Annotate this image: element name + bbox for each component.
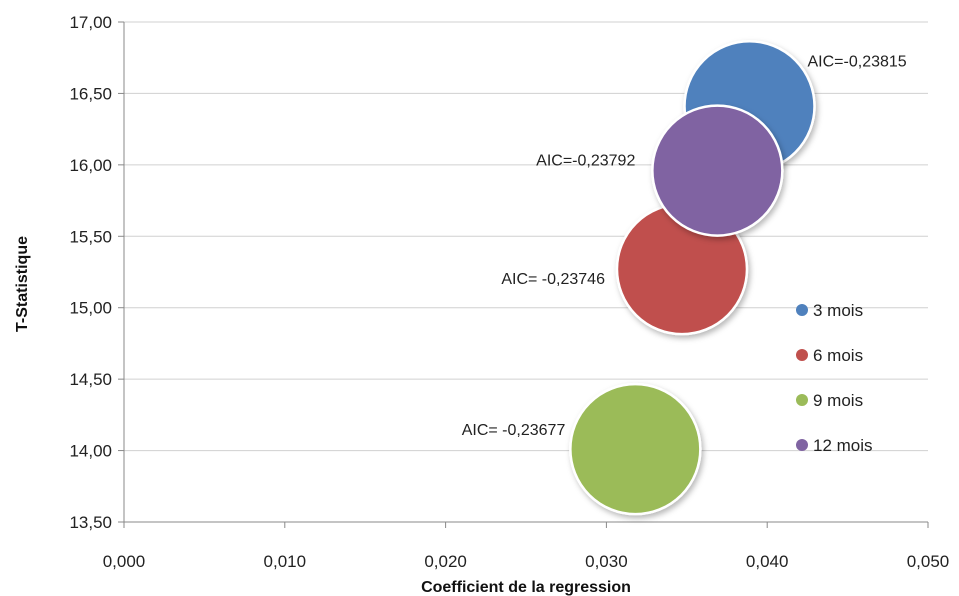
bubble-12-mois xyxy=(652,106,782,236)
legend-label-6-mois: 6 mois xyxy=(813,346,863,365)
y-tick-label: 15,50 xyxy=(69,227,112,246)
bubble-label-12-mois: AIC=-0,23792 xyxy=(536,153,635,170)
bubbles xyxy=(570,41,814,514)
legend-label-9-mois: 9 mois xyxy=(813,391,863,410)
legend-label-12-mois: 12 mois xyxy=(813,436,873,455)
legend-marker-12-mois xyxy=(796,439,808,451)
y-tick-label: 13,50 xyxy=(69,513,112,532)
axes: 13,50 14,00 14,50 15,00 15,50 16,00 16,50 17,00… xyxy=(69,13,949,571)
y-tick-label: 17,00 xyxy=(69,13,112,32)
x-axis-title: Coefficient de la regression xyxy=(421,579,631,596)
y-tick-label: 16,50 xyxy=(69,84,112,103)
x-tick-label: 0,040 xyxy=(746,552,789,571)
bubble-label-9-mois: AIC= -0,23677 xyxy=(462,422,566,439)
bubble-label-6-mois: AIC= -0,23746 xyxy=(501,271,605,288)
x-tick-label: 0,010 xyxy=(264,552,307,571)
y-tick-label: 15,00 xyxy=(69,299,112,318)
bubble-label-3-mois: AIC=-0,23815 xyxy=(808,53,907,70)
x-tick-label: 0,030 xyxy=(585,552,628,571)
y-axis-title: T-Statistique xyxy=(14,236,31,332)
legend-marker-6-mois xyxy=(796,349,808,361)
y-tick-label: 14,50 xyxy=(69,370,112,389)
x-tick-label: 0,050 xyxy=(907,552,950,571)
y-tick-label: 14,00 xyxy=(69,442,112,461)
legend-label-3-mois: 3 mois xyxy=(813,301,863,320)
bubble-9-mois xyxy=(570,384,700,514)
y-tick-label: 16,00 xyxy=(69,156,112,175)
legend: 3 mois 6 mois 9 mois 12 mois xyxy=(796,301,873,455)
legend-marker-3-mois xyxy=(796,304,808,316)
legend-marker-9-mois xyxy=(796,394,808,406)
x-tick-label: 0,020 xyxy=(424,552,467,571)
x-tick-label: 0,000 xyxy=(103,552,146,571)
